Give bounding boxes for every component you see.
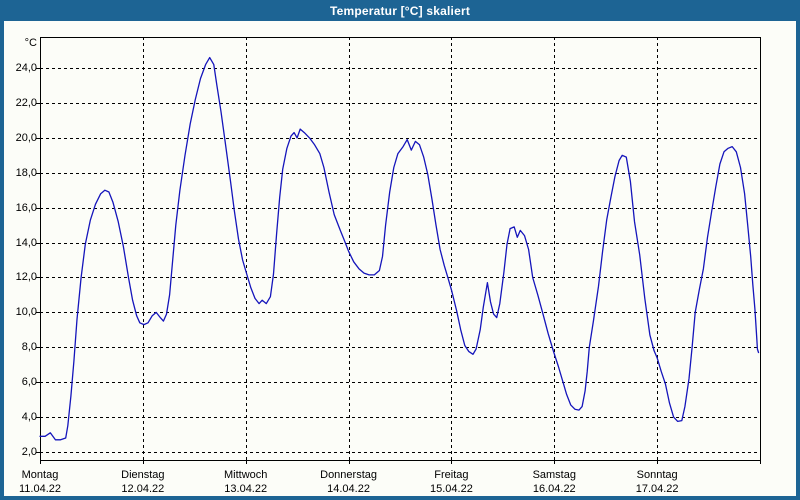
x-tick-day-label: Sonntag: [636, 469, 678, 481]
y-tick-label: 16,0: [15, 202, 37, 214]
y-tick-label: 10,0: [15, 306, 37, 318]
x-tick-day-label: Dienstag: [121, 469, 165, 481]
x-tick-day-label: Freitag: [434, 469, 469, 481]
y-tick-label: 2,0: [21, 446, 37, 458]
y-axis-unit-label: °C: [24, 37, 37, 49]
x-tick-day-label: Montag: [21, 469, 59, 481]
x-tick-date-label: 11.04.22: [18, 483, 61, 495]
temperature-line: [39, 56, 760, 441]
y-tick-label: 18,0: [15, 167, 37, 179]
plot-border: [40, 37, 761, 461]
y-tick-label: 12,0: [15, 271, 37, 283]
y-tick-label: 24,0: [15, 62, 37, 74]
x-tick-date-label: 15.04.22: [430, 483, 473, 495]
chart-title: Temperatur [°C] skaliert: [329, 3, 471, 18]
y-tick-label: 4,0: [21, 411, 37, 423]
y-tick-label: 22,0: [15, 97, 37, 109]
x-tick-day-label: Samstag: [532, 469, 576, 481]
y-tick-label: 6,0: [21, 376, 37, 388]
x-tick-date-label: 16.04.22: [532, 483, 576, 495]
x-tick-day-label: Donnerstag: [320, 469, 377, 481]
title-bar: Temperatur [°C] skaliert: [0, 0, 800, 21]
x-tick-day-label: Mittwoch: [224, 469, 268, 481]
x-tick-date-label: 17.04.22: [635, 483, 679, 495]
chart-plot: [36, 37, 761, 464]
x-tick-date-label: 13.04.22: [224, 483, 268, 495]
y-tick-label: 8,0: [21, 341, 37, 353]
x-tick-date-label: 14.04.22: [327, 483, 370, 495]
x-tick-date-label: 12.04.22: [121, 483, 165, 495]
chart-canvas: °C 24,0 22,0 20,0 18,0 16,0 14,0 12,0 10,0 8,0 6,…: [4, 21, 796, 496]
y-tick-label: 20,0: [15, 132, 37, 144]
y-tick-label: 14,0: [15, 237, 37, 249]
